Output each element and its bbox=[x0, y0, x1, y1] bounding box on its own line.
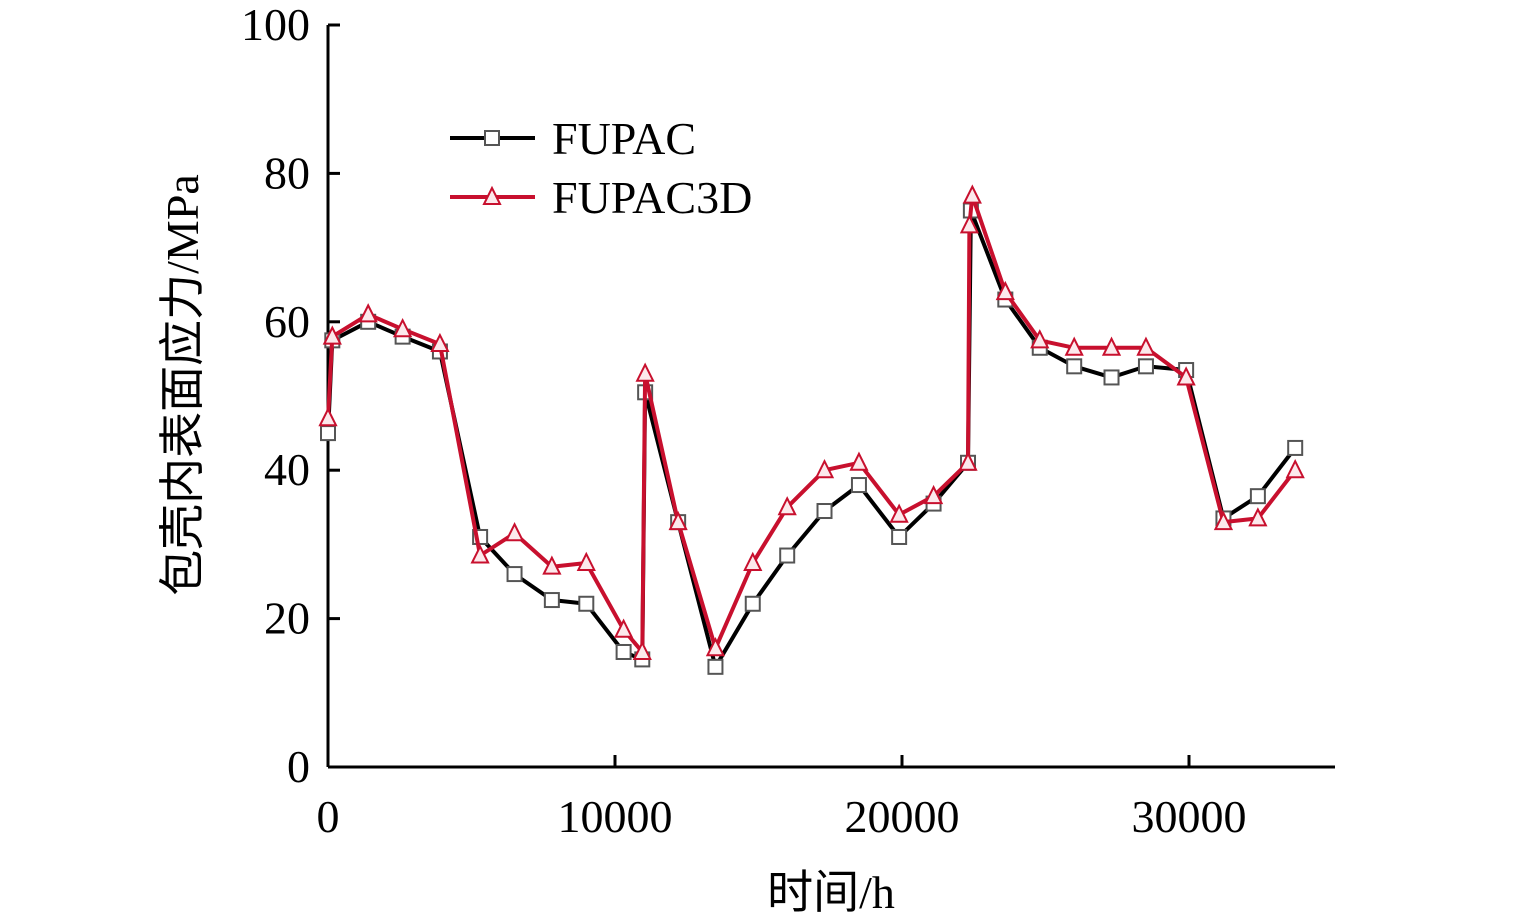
data-point bbox=[613, 618, 634, 638]
data-point bbox=[543, 592, 560, 609]
data-point bbox=[668, 510, 688, 531]
data-point bbox=[995, 280, 1015, 301]
data-point bbox=[923, 484, 944, 505]
data-point bbox=[1136, 336, 1156, 356]
series-line-fupac3d bbox=[326, 193, 1297, 654]
legend-marker-fupac3d bbox=[482, 185, 502, 205]
x-tick-label: 0 bbox=[317, 791, 340, 842]
y-axis-title: 包壳内表面应力/MPa bbox=[157, 174, 208, 596]
data-point bbox=[470, 544, 490, 564]
data-point bbox=[743, 551, 763, 571]
data-point bbox=[318, 407, 338, 427]
data-point bbox=[958, 451, 978, 471]
data-point bbox=[506, 566, 523, 583]
data-point bbox=[504, 522, 525, 542]
series-fupac3d bbox=[318, 184, 1305, 660]
legend-marker-fupac bbox=[484, 130, 500, 146]
series-fupac bbox=[320, 202, 1304, 675]
data-point bbox=[1103, 369, 1120, 386]
y-tick-label: 0 bbox=[287, 741, 310, 792]
data-point bbox=[578, 595, 595, 612]
data-point bbox=[1213, 510, 1234, 531]
data-point bbox=[1064, 336, 1084, 356]
data-point bbox=[1249, 488, 1266, 505]
data-point bbox=[959, 214, 980, 234]
data-point bbox=[430, 332, 450, 353]
data-point bbox=[744, 595, 761, 612]
x-tick-label: 10000 bbox=[558, 791, 673, 842]
legend-label-fupac: FUPAC bbox=[552, 113, 696, 164]
data-point bbox=[1101, 336, 1122, 356]
data-point bbox=[322, 325, 342, 345]
data-point bbox=[1176, 366, 1196, 386]
data-point bbox=[1137, 358, 1154, 375]
x-axis-title: 时间/h bbox=[767, 867, 895, 918]
x-tick-label: 30000 bbox=[1132, 791, 1247, 842]
data-point bbox=[1248, 507, 1268, 527]
data-point bbox=[777, 496, 797, 516]
data-point bbox=[393, 317, 413, 338]
x-ticks: 0 10000 20000 30000 bbox=[317, 755, 1247, 842]
data-point bbox=[707, 658, 724, 675]
x-tick-label: 20000 bbox=[845, 791, 960, 842]
data-point bbox=[320, 425, 336, 442]
legend-label-fupac3d: FUPAC3D bbox=[552, 172, 752, 223]
data-point bbox=[1285, 458, 1305, 479]
data-point bbox=[850, 477, 867, 494]
y-tick-label: 20 bbox=[264, 593, 310, 644]
data-point bbox=[705, 637, 726, 657]
data-point bbox=[814, 458, 835, 479]
data-point bbox=[632, 640, 652, 660]
series-layer bbox=[318, 184, 1305, 675]
data-point bbox=[542, 555, 562, 575]
y-tick-label: 40 bbox=[264, 444, 310, 495]
data-point bbox=[849, 451, 869, 471]
y-tick-label: 100 bbox=[241, 0, 310, 50]
data-point bbox=[576, 551, 596, 571]
data-point bbox=[1287, 439, 1304, 456]
data-point bbox=[779, 547, 796, 564]
data-point bbox=[1066, 358, 1083, 375]
data-point bbox=[962, 184, 982, 204]
legend: FUPAC FUPAC3D bbox=[450, 113, 752, 223]
data-point bbox=[816, 503, 833, 520]
data-point bbox=[615, 643, 632, 660]
data-point bbox=[358, 303, 378, 323]
y-tick-label: 80 bbox=[264, 147, 310, 198]
y-ticks: 0 20 40 60 80 100 bbox=[241, 0, 340, 792]
data-point bbox=[1030, 329, 1050, 349]
series-line-fupac bbox=[326, 208, 1297, 669]
data-point bbox=[891, 528, 908, 545]
data-point bbox=[635, 362, 655, 382]
y-tick-label: 60 bbox=[264, 296, 310, 347]
data-point bbox=[889, 503, 909, 523]
